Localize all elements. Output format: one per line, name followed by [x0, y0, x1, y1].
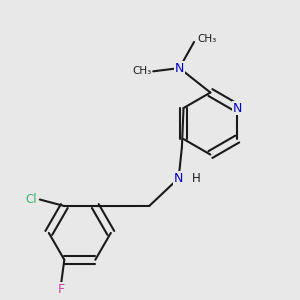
Text: CH₃: CH₃ [197, 34, 217, 44]
Text: Cl: Cl [25, 193, 37, 206]
Text: N: N [232, 101, 242, 115]
Text: N: N [175, 61, 184, 75]
Text: CH₃: CH₃ [132, 66, 152, 76]
Text: N: N [174, 172, 183, 185]
Text: H: H [192, 172, 201, 185]
Text: F: F [58, 283, 64, 296]
